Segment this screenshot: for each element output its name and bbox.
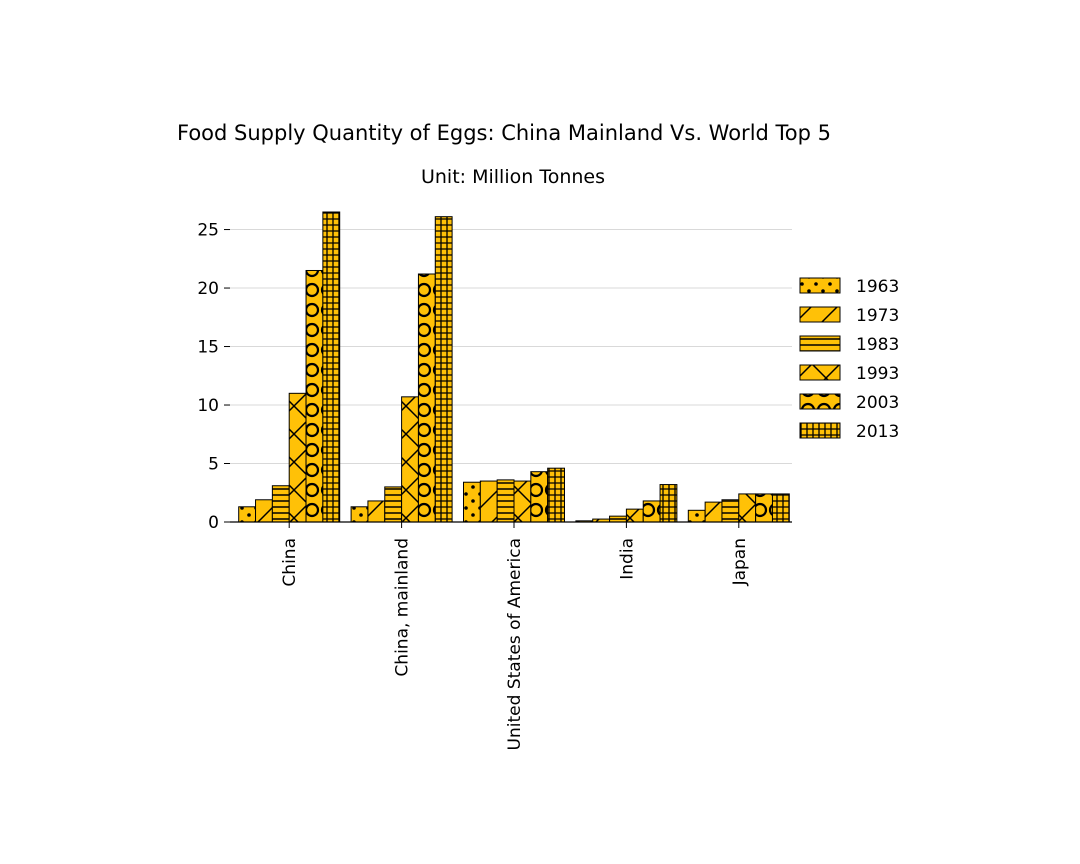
x-tick-label: China, mainland: [393, 538, 413, 677]
legend-swatch-2013: [799, 422, 841, 439]
legend-label-1993: 1993: [856, 364, 899, 384]
bar-1963-china-mainland: [350, 506, 369, 523]
bar-1973-china-mainland: [367, 500, 386, 523]
bar-1973-china: [255, 499, 273, 523]
y-tick-label: 20: [197, 279, 219, 299]
y-tick-label: 15: [197, 338, 219, 358]
bar-1963-united-states-of-america: [463, 481, 481, 523]
bar-1963-china: [238, 506, 257, 523]
bar-2013-united-states-of-america: [547, 467, 566, 523]
bar-1983-china-mainland: [384, 486, 403, 523]
bar-1983-united-states-of-america: [496, 479, 515, 523]
legend-swatch-1983: [799, 335, 841, 352]
bar-1993-india: [625, 508, 644, 523]
legend-label-1963: 1963: [856, 277, 899, 297]
bar-1993-united-states-of-america: [513, 480, 532, 523]
bar-2003-india: [642, 500, 661, 523]
chart-subtitle: Unit: Million Tonnes: [421, 166, 605, 188]
bar-2013-japan: [771, 493, 790, 523]
bar-1963-japan: [687, 509, 706, 523]
bar-1973-japan: [704, 501, 723, 523]
y-tick-label: 0: [208, 513, 219, 533]
bar-1993-china-mainland: [401, 396, 419, 523]
bar-2003-united-states-of-america: [530, 471, 549, 523]
chart-title: Food Supply Quantity of Eggs: China Main…: [177, 121, 831, 145]
bar-2003-china: [305, 269, 324, 523]
legend-swatch-1993: [799, 364, 841, 381]
x-tick-label: United States of America: [505, 538, 525, 750]
x-tick-label: Japan: [730, 538, 750, 586]
x-tick-label: China: [280, 538, 300, 587]
legend-label-1973: 1973: [856, 306, 899, 326]
bar-1983-india: [609, 515, 627, 523]
bar-2013-china-mainland: [434, 216, 453, 523]
y-axis: 0 5 10 15 20 25: [197, 221, 230, 533]
legend-swatch-2003: [799, 393, 841, 410]
bar-1993-china: [288, 392, 307, 523]
legend-label-2003: 2003: [856, 393, 899, 413]
legend-swatch-1973: [799, 306, 841, 323]
y-tick-label: 25: [197, 221, 219, 241]
bar-1983-china: [271, 485, 290, 523]
y-tick-label: 10: [197, 396, 219, 416]
legend-swatch-1963: [799, 277, 841, 294]
bar-1993-japan: [738, 493, 757, 523]
y-tick-label: 5: [208, 455, 219, 475]
bar-2003-japan: [755, 493, 773, 523]
bar-1973-united-states-of-america: [479, 480, 498, 523]
bars: [238, 211, 790, 523]
legend: 1963 1973 1983 1993 2003 2013: [799, 277, 899, 442]
bar-2003-china-mainland: [417, 273, 436, 523]
legend-label-1983: 1983: [856, 335, 899, 355]
bar-1983-japan: [721, 499, 740, 523]
x-axis: China China, mainland United States of Ame…: [230, 521, 792, 750]
legend-label-2013: 2013: [856, 422, 899, 442]
x-tick-label: India: [617, 538, 637, 580]
bar-2013-china: [322, 211, 341, 523]
bar-2013-india: [659, 484, 678, 523]
